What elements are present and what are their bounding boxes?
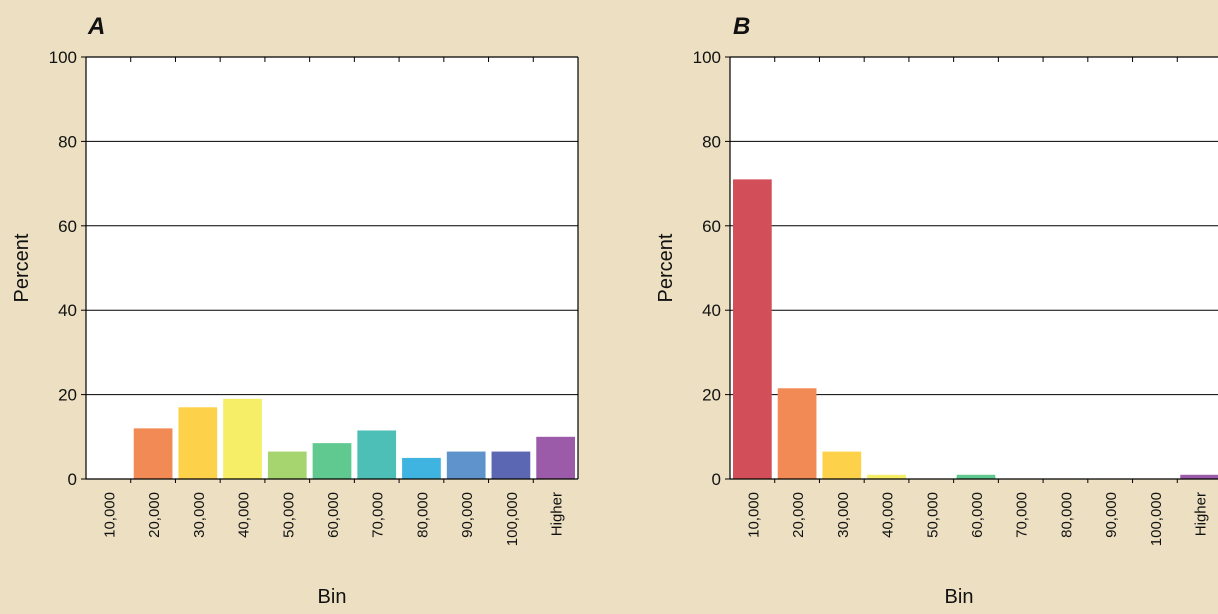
- x-tick-label: 100,000: [1148, 492, 1165, 546]
- x-tick-label: 20,000: [146, 492, 163, 538]
- chart-panel-b: 0 20 40 60 80 100 10,000 20,000 30,000 40,000 50,0…: [655, 13, 1218, 608]
- x-tick-label: 50,000: [924, 492, 941, 538]
- bar: [178, 407, 218, 479]
- y-tick-label: 100: [49, 48, 77, 67]
- bar: [822, 451, 862, 479]
- x-axis-title: Bin: [318, 586, 347, 608]
- x-tick-label: 40,000: [880, 492, 897, 538]
- x-tick-label: 80,000: [1058, 492, 1075, 538]
- panel-label: B: [733, 13, 750, 40]
- y-tick-label: 80: [702, 132, 721, 151]
- x-tick-label: 90,000: [1103, 492, 1120, 538]
- plot-area: [86, 57, 578, 479]
- x-tick-label: 70,000: [370, 492, 387, 538]
- x-tick-label: Higher: [1193, 492, 1210, 536]
- y-tick-label: 60: [702, 217, 721, 236]
- y-tick-label: 100: [693, 48, 721, 67]
- bar: [133, 428, 173, 479]
- x-tick-label: 90,000: [459, 492, 476, 538]
- y-tick-label: 40: [702, 301, 721, 320]
- x-tick-label: 20,000: [790, 492, 807, 538]
- chart-panel-a: 0 20 40 60 80 100 10,000 20,000 30,000 40,000 50,0…: [11, 13, 579, 608]
- x-tick-label: 60,000: [325, 492, 342, 538]
- x-tick-label: 60,000: [969, 492, 986, 538]
- bar: [733, 179, 772, 479]
- x-tick-label: 40,000: [236, 492, 253, 538]
- bar: [402, 457, 441, 479]
- bar: [267, 451, 307, 479]
- x-tick-label: 50,000: [280, 492, 297, 538]
- y-tick-label: 20: [702, 386, 721, 405]
- bar: [867, 474, 906, 479]
- bar: [536, 436, 575, 479]
- y-tick-label: 0: [712, 470, 721, 489]
- y-tick-label: 60: [58, 217, 77, 236]
- y-tick-label: 40: [58, 301, 77, 320]
- x-tick-label: 10,000: [745, 492, 762, 538]
- bar: [777, 388, 817, 479]
- x-tick-label: Higher: [549, 492, 566, 536]
- x-tick-label: 10,000: [101, 492, 118, 538]
- y-axis-title: Percent: [655, 233, 677, 302]
- y-tick-label: 20: [58, 386, 77, 405]
- y-tick-label: 0: [68, 470, 77, 489]
- panel-label: A: [87, 13, 105, 40]
- bar: [446, 451, 486, 479]
- bar: [1180, 474, 1218, 479]
- x-tick-label: 100,000: [504, 492, 521, 546]
- bar: [491, 451, 531, 479]
- x-tick-label: 30,000: [835, 492, 852, 538]
- bar: [312, 443, 352, 479]
- x-axis-title: Bin: [945, 586, 974, 608]
- bar: [223, 398, 262, 479]
- bar: [956, 474, 996, 479]
- y-axis-title: Percent: [11, 233, 33, 302]
- y-tick-label: 80: [58, 132, 77, 151]
- bar: [357, 430, 397, 479]
- x-tick-label: 70,000: [1014, 492, 1031, 538]
- x-tick-label: 30,000: [191, 492, 208, 538]
- x-tick-label: 80,000: [414, 492, 431, 538]
